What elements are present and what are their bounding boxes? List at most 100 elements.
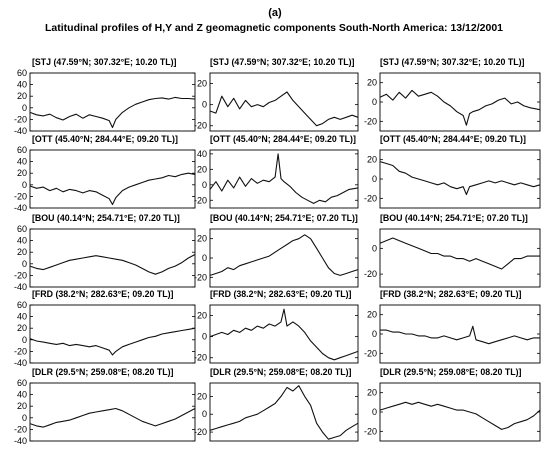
y-tick-label: -20 [14, 346, 27, 356]
plot-frame [209, 72, 359, 132]
panel-title: [BOU (40.14°N; 254.71°E; 07.20 TL)] [380, 213, 528, 223]
chart-panel-y-3: [FRD (38.2°N; 282.63°E; 09.20 TL)] -20 0 20 [194, 289, 359, 364]
series-line [29, 327, 196, 356]
y-tick-label: -40 [14, 436, 27, 446]
y-tick-label: 0 [22, 180, 27, 190]
y-tick-label: 20 [17, 401, 27, 411]
y-tick-label: -20 [194, 272, 207, 282]
chart-panel-y-2: [BOU (40.14°N; 254.71°E; 07.20 TL)] -20 0 2… [194, 213, 359, 288]
y-tick-label: -20 [14, 424, 27, 434]
plot-frame [209, 382, 359, 442]
y-tick-label: 0 [22, 335, 27, 345]
chart-panel-y-0: [STJ (47.59°N; 307.32°E; 10.20 TL)] -20 0 2… [194, 57, 359, 132]
series-line [379, 161, 541, 196]
y-tick-label: -20 [364, 269, 377, 279]
plot-frame [209, 228, 359, 288]
y-tick-label: 0 [202, 253, 207, 263]
y-tick-label: -40 [14, 203, 27, 213]
panel-title: [FRD (38.2°N; 282.63°E; 09.20 TL)] [32, 289, 174, 299]
y-tick-label: 60 [17, 378, 27, 388]
y-tick-label: -20 [364, 193, 377, 203]
y-tick-label: 20 [367, 388, 377, 398]
plot-frame [379, 228, 541, 288]
series-line [209, 91, 359, 127]
chart-panel-h-1: [OTT (45.40°N; 284.44°E; 09.20 TL)] -40 -2… [14, 134, 196, 213]
y-tick-label: 0 [372, 329, 377, 339]
y-tick-label: -40 [14, 126, 27, 136]
series-line [209, 234, 359, 276]
y-tick-label: 20 [17, 323, 27, 333]
panel-title: [OTT (45.40°N; 284.44°E; 09.20 TL)] [380, 134, 526, 144]
y-tick-label: 0 [202, 100, 207, 110]
y-tick-label: -20 [364, 348, 377, 358]
panel-title: [FRD (38.2°N; 282.63°E; 09.20 TL)] [380, 289, 522, 299]
panel-title: [STJ (47.59°N; 307.32°E; 10.20 TL)] [32, 57, 176, 67]
y-tick-label: 20 [367, 155, 377, 165]
y-tick-label: 20 [197, 164, 207, 174]
y-tick-label: -20 [364, 116, 377, 126]
y-tick-label: -20 [14, 191, 27, 201]
y-tick-label: 0 [22, 259, 27, 269]
y-tick-label: 60 [17, 224, 27, 234]
series-line [379, 89, 541, 126]
y-tick-label: 20 [17, 168, 27, 178]
series-line [209, 308, 359, 361]
chart-panel-h-3: [FRD (38.2°N; 282.63°E; 09.20 TL)] -40 -20… [14, 289, 196, 368]
y-tick-label: -20 [194, 121, 207, 131]
y-tick-label: -20 [14, 270, 27, 280]
plot-frame [209, 149, 359, 209]
y-tick-label: 0 [372, 174, 377, 184]
plot-frame [29, 228, 196, 288]
chart-panel-h-2: [BOU (40.14°N; 254.71°E; 07.20 TL)] -40 -2… [14, 213, 196, 292]
y-tick-label: -20 [194, 195, 207, 205]
chart-panel-h-4: [DLR (29.5°N; 259.08°E; 08.20 TL)] -40 -20… [14, 367, 196, 446]
y-tick-label: 60 [17, 300, 27, 310]
y-tick-label: -20 [194, 353, 207, 363]
plot-frame [29, 304, 196, 364]
y-tick-label: 40 [17, 390, 27, 400]
y-tick-label: -40 [14, 282, 27, 292]
chart-panel-z-1: [OTT (45.40°N; 284.44°E; 09.20 TL)] -20 0 2… [364, 134, 541, 209]
figure-title: Latitudinal profiles of H,Y and Z geomag… [45, 22, 503, 34]
y-tick-label: 20 [197, 311, 207, 321]
y-tick-label: 0 [372, 97, 377, 107]
chart-panel-h-0: [STJ (47.59°N; 307.32°E; 10.20 TL)] -40 -2… [14, 57, 196, 136]
panel-title: [DLR (29.5°N; 259.08°E; 08.20 TL)] [32, 367, 174, 377]
chart-panel-z-3: [FRD (38.2°N; 282.63°E; 09.20 TL)] -20 0 20 [364, 289, 541, 364]
y-tick-label: 0 [22, 413, 27, 423]
y-tick-label: 0 [202, 180, 207, 190]
y-tick-label: 20 [17, 247, 27, 257]
chart-panel-z-0: [STJ (47.59°N; 307.32°E; 10.20 TL)] -20 0 2… [364, 57, 541, 132]
y-tick-label: 0 [22, 103, 27, 113]
series-line [379, 237, 540, 270]
panel-title: [STJ (47.59°N; 307.32°E; 10.20 TL)] [380, 57, 524, 67]
series-line [29, 407, 196, 428]
series-line [379, 401, 541, 430]
chart-panel-z-2: [BOU (40.14°N; 254.71°E; 07.20 TL)] -20 0 [364, 213, 541, 288]
y-tick-label: 60 [17, 145, 27, 155]
y-tick-label: 40 [17, 236, 27, 246]
series-line [209, 153, 359, 204]
plot-frame [379, 149, 541, 209]
chart-panel-y-1: [OTT (45.40°N; 284.44°E; 09.20 TL)] -20 0 2… [194, 134, 359, 209]
panel-title: [DLR (29.5°N; 259.08°E; 08.20 TL)] [210, 367, 352, 377]
plot-frame [29, 72, 196, 132]
panel-title: [BOU (40.14°N; 254.71°E; 07.20 TL)] [210, 213, 358, 223]
y-tick-label: 0 [372, 407, 377, 417]
y-tick-label: -20 [364, 426, 377, 436]
y-tick-label: 20 [367, 78, 377, 88]
plot-frame [379, 382, 541, 442]
plot-frame [209, 304, 359, 364]
y-tick-label: 40 [17, 80, 27, 90]
panel-title: [OTT (45.40°N; 284.44°E; 09.20 TL)] [32, 134, 178, 144]
series-line [29, 172, 196, 206]
series-line [380, 325, 540, 345]
panel-title: [BOU (40.14°N; 254.71°E; 07.20 TL)] [32, 213, 180, 223]
panel-grid: [STJ (47.59°N; 307.32°E; 10.20 TL)] -40 -2… [14, 57, 541, 446]
y-tick-label: 40 [197, 149, 207, 159]
y-tick-label: -20 [14, 114, 27, 124]
panel-title: [OTT (45.40°N; 284.44°E; 09.20 TL)] [210, 134, 356, 144]
chart-panel-y-4: [DLR (29.5°N; 259.08°E; 08.20 TL)] -20 0 20 [194, 367, 359, 442]
series-line [29, 96, 196, 129]
